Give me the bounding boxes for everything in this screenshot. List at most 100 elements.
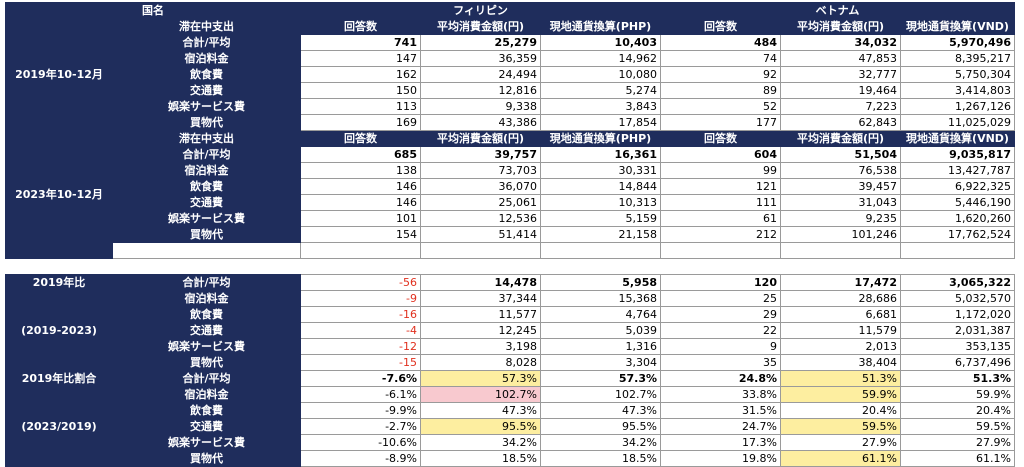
table-row: 飲食費 146 36,070 14,844 121 39,457 6,922,3… [6,178,1015,195]
spacer-row [5,258,1015,275]
cell: -15 [300,354,421,371]
cell: 146 [300,178,421,195]
cell: 17,472 [780,274,901,291]
cell: 120 [660,274,781,291]
cell: -9.9% [300,402,421,419]
cell: -2.7% [300,418,421,435]
cell: 101 [300,210,421,227]
cell [540,242,661,259]
cell: 47,853 [780,50,901,67]
table-row: 飲食費 -9.9% 47.3% 47.3% 31.5% 20.4% 20.4% [6,402,1015,419]
cell: 27.9% [900,434,1015,451]
cell: 29 [660,306,781,323]
cell: -7.6% [300,370,421,387]
row-category: 買物代 [112,450,301,467]
table-row: 宿泊料金 138 73,703 30,331 99 76,538 13,427,… [6,162,1015,179]
country-vietnam: ベトナム [660,2,1015,19]
cell: 147 [300,50,421,67]
row-category: 合計/平均 [112,370,301,387]
col-avg-jpy: 平均消費金額(円) [780,18,901,35]
cell: 3,065,322 [900,274,1015,291]
cell: 3,414,803 [900,82,1015,99]
cell: 9,035,817 [900,146,1015,163]
row-category: 交通費 [112,194,301,211]
table-row: 買物代 -15 8,028 3,304 35 38,404 6,737,496 [6,354,1015,371]
cell: 32,777 [780,66,901,83]
cell: 61.1% [900,450,1015,467]
cell: 102.7% [540,386,661,403]
cell: 15,368 [540,290,661,307]
cell: 741 [300,34,421,51]
cell-highlight: 59.5% [780,418,901,435]
cell: 5,958 [540,274,661,291]
cell: 6,681 [780,306,901,323]
cell: 51,414 [420,226,541,243]
cell: 1,620,260 [900,210,1015,227]
cell: 34.2% [420,434,541,451]
cell: 39,757 [420,146,541,163]
table-row: 2019年比割合 合計/平均 -7.6% 57.3% 57.3% 24.8% 5… [5,370,1015,387]
table-row: 娯楽サービス費 -10.6% 34.2% 34.2% 17.3% 27.9% 2… [6,434,1015,451]
period-2019-label: 2019年10-12月 [5,18,113,131]
cell: 59.9% [900,386,1015,403]
row-category: 合計/平均 [112,34,301,51]
cell: 24.8% [660,370,781,387]
cell: 25,279 [420,34,541,51]
cell: 33.8% [660,386,781,403]
row-category: 娯楽サービス費 [112,98,301,115]
row-category: 宿泊料金 [112,50,301,67]
table-row: (2023/2019) 宿泊料金 -6.1% 102.7% 102.7% 33.… [5,386,1015,467]
col-respondents: 回答数 [660,130,781,147]
table-row: 交通費 -2.7% 95.5% 95.5% 24.7% 59.5% 59.5% [6,418,1015,435]
table-row: 交通費 -4 12,245 5,039 22 11,579 2,031,387 [6,322,1015,339]
ratio-label-top: 2019年比割合 [5,370,113,387]
cell: 604 [660,146,781,163]
cell: 14,478 [420,274,541,291]
cell-highlight: 57.3% [420,370,541,387]
col-php: 現地通貨換算(PHP) [540,18,661,35]
cell: -56 [300,274,421,291]
cell: 17.3% [660,434,781,451]
cell: 62,843 [780,114,901,131]
cell: 74 [660,50,781,67]
diff-label-top: 2019年比 [5,274,113,291]
cell: 138 [300,162,421,179]
cell: 28,686 [780,290,901,307]
cell: 6,922,325 [900,178,1015,195]
table-row: 飲食費 -16 11,577 4,764 29 6,681 1,172,020 [6,306,1015,323]
cell: 16,361 [540,146,661,163]
cell: 51,504 [780,146,901,163]
cell: 10,313 [540,194,661,211]
col-category: 滞在中支出 [112,18,301,35]
cell: 27.9% [780,434,901,451]
cell: -6.1% [300,386,421,403]
col-respondents: 回答数 [300,18,421,35]
table-row: 娯楽サービス費 101 12,536 5,159 61 9,235 1,620,… [6,210,1015,227]
cell: 9,338 [420,98,541,115]
table-row: 交通費 150 12,816 5,274 89 19,464 3,414,803 [6,82,1015,99]
cell: 6,737,496 [900,354,1015,371]
cell [420,242,541,259]
table-row: (2019-2023) 宿泊料金 -9 37,344 15,368 25 28,… [5,290,1015,371]
cell-highlight: 51.3% [780,370,901,387]
cell: 111 [660,194,781,211]
cell: 43,386 [420,114,541,131]
country-header-row: 国名 フィリピン ベトナム [5,2,1015,19]
col-respondents: 回答数 [660,18,781,35]
cell: 24.7% [660,418,781,435]
table-row: 2019年比 合計/平均 -56 14,478 5,958 120 17,472… [5,274,1015,291]
cell: 11,577 [420,306,541,323]
cell: 19.8% [660,450,781,467]
cell: 25 [660,290,781,307]
country-label: 国名 [5,2,301,19]
table-row: 買物代 154 51,414 21,158 212 101,246 17,762… [6,226,1015,243]
row-category: 買物代 [112,114,301,131]
cell: 154 [300,226,421,243]
cell: 3,843 [540,98,661,115]
cell: 34.2% [540,434,661,451]
diff-label-bottom: (2019-2023) [5,290,113,371]
col-vnd: 現地通貨換算(VND) [900,130,1015,147]
table-row: 娯楽サービス費 -12 3,198 1,316 9 2,013 353,135 [6,338,1015,355]
cell: 9,235 [780,210,901,227]
col-avg-jpy: 平均消費金額(円) [420,130,541,147]
